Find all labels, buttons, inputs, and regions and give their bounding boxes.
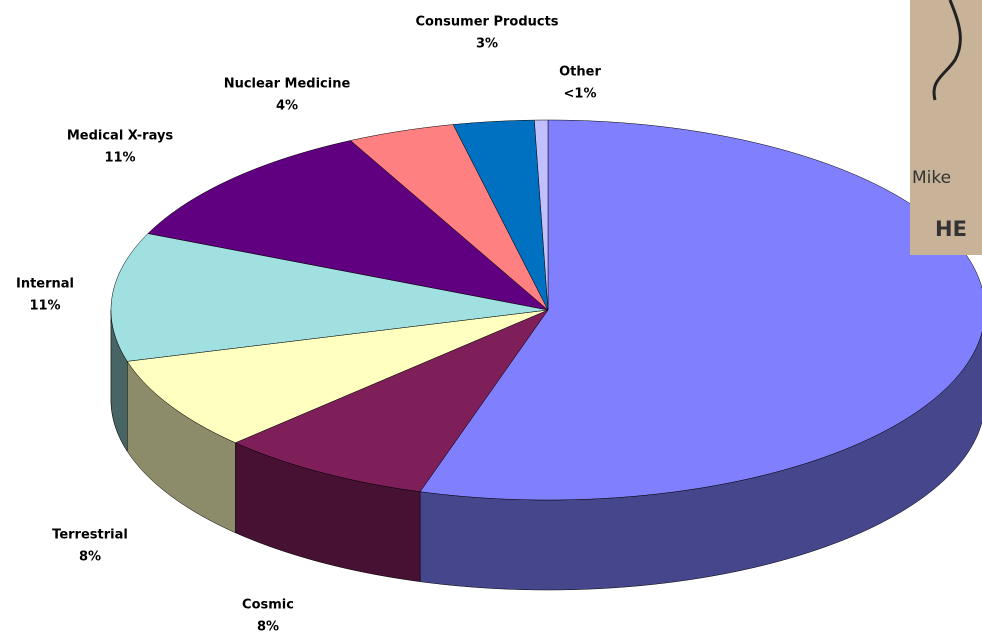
slice <box>147 140 549 311</box>
category-label: Terrestrial <box>52 528 128 543</box>
value-label: <1% <box>564 87 597 102</box>
value-label: 11% <box>104 151 135 166</box>
photo-background <box>910 0 982 255</box>
slice <box>349 124 549 311</box>
category-label: Nuclear Medicine <box>224 77 351 92</box>
value-label: 8% <box>257 620 279 635</box>
category-label: Other <box>559 65 601 80</box>
photo-text: HE <box>935 217 967 241</box>
photo: Mike HE <box>910 0 982 255</box>
category-label: Medical X-rays <box>67 129 174 144</box>
value-label: 11% <box>29 299 60 314</box>
category-label: Consumer Products <box>415 15 558 30</box>
slice <box>419 119 982 501</box>
value-label: 3% <box>476 37 498 52</box>
photo-text: Mike <box>912 168 951 188</box>
slice <box>234 309 549 492</box>
pie: Cosmic 8% Terrestrial 8% Internal 11% Medical … <box>16 15 982 635</box>
slice <box>534 119 549 311</box>
slice <box>110 233 549 362</box>
value-label: 8% <box>79 550 101 565</box>
category-label: Cosmic <box>242 598 294 613</box>
slice <box>452 119 549 311</box>
slice <box>126 309 549 444</box>
photo-drawing <box>932 0 962 101</box>
category-label: Internal <box>16 277 74 292</box>
value-label: 4% <box>276 99 298 114</box>
